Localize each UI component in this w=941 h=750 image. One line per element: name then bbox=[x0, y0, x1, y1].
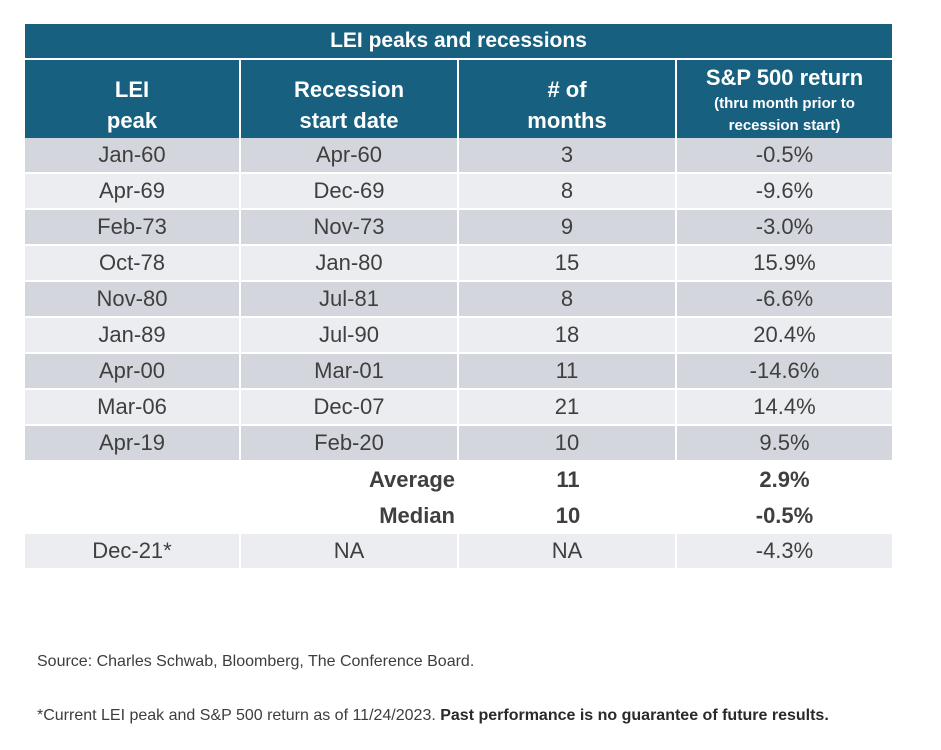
cell-sp500-return: -9.6% bbox=[677, 174, 892, 210]
summary-return: -0.5% bbox=[677, 498, 892, 534]
cell-months: 11 bbox=[459, 354, 677, 390]
column-header-line: peak bbox=[106, 108, 158, 133]
cell-recession-start: Apr-60 bbox=[241, 138, 459, 174]
summary-label: Median bbox=[241, 498, 459, 534]
cell-recession-start: Nov-73 bbox=[241, 210, 459, 246]
cell-lei-peak: Feb-73 bbox=[25, 210, 241, 246]
summary-row-median: Median 10 -0.5% bbox=[25, 498, 892, 534]
cell-recession-start: Jul-90 bbox=[241, 318, 459, 354]
cell-lei-peak: Jan-89 bbox=[25, 318, 241, 354]
current-recession-start: NA bbox=[241, 534, 459, 570]
table-row: Mar-06 Dec-07 21 14.4% bbox=[25, 390, 892, 426]
disclaimer-note: *Current LEI peak and S&P 500 return as … bbox=[37, 707, 829, 725]
column-header-line: Recession bbox=[293, 77, 405, 102]
summary-empty-cell bbox=[25, 498, 241, 534]
current-lei-peak: Dec-21* bbox=[25, 534, 241, 570]
cell-recession-start: Dec-69 bbox=[241, 174, 459, 210]
cell-lei-peak: Apr-19 bbox=[25, 426, 241, 462]
column-header-subline: recession start) bbox=[728, 117, 841, 134]
current-row: Dec-21* NA NA -4.3% bbox=[25, 534, 892, 570]
cell-months: 18 bbox=[459, 318, 677, 354]
current-return: -4.3% bbox=[677, 534, 892, 570]
cell-sp500-return: 15.9% bbox=[677, 246, 892, 282]
summary-return: 2.9% bbox=[677, 462, 892, 498]
table-row: Oct-78 Jan-80 15 15.9% bbox=[25, 246, 892, 282]
summary-row-average: Average 11 2.9% bbox=[25, 462, 892, 498]
cell-sp500-return: 9.5% bbox=[677, 426, 892, 462]
summary-label: Average bbox=[241, 462, 459, 498]
column-header-lei-peak: LEI peak bbox=[25, 60, 241, 138]
cell-lei-peak: Apr-69 bbox=[25, 174, 241, 210]
column-header-line: start date bbox=[299, 108, 399, 133]
cell-months: 10 bbox=[459, 426, 677, 462]
cell-months: 15 bbox=[459, 246, 677, 282]
summary-empty-cell bbox=[25, 462, 241, 498]
cell-sp500-return: -3.0% bbox=[677, 210, 892, 246]
column-header-line: S&P 500 return bbox=[705, 65, 864, 90]
table-row: Feb-73 Nov-73 9 -3.0% bbox=[25, 210, 892, 246]
table-title: LEI peaks and recessions bbox=[25, 24, 892, 60]
cell-months: 9 bbox=[459, 210, 677, 246]
cell-recession-start: Feb-20 bbox=[241, 426, 459, 462]
cell-lei-peak: Nov-80 bbox=[25, 282, 241, 318]
cell-months: 8 bbox=[459, 282, 677, 318]
table-row: Apr-19 Feb-20 10 9.5% bbox=[25, 426, 892, 462]
lei-table: LEI peaks and recessions LEI peak Recess… bbox=[25, 24, 892, 570]
column-header-line: months bbox=[527, 108, 607, 133]
disclaimer-bold-text: Past performance is no guarantee of futu… bbox=[440, 707, 829, 724]
cell-recession-start: Jul-81 bbox=[241, 282, 459, 318]
table-body: Jan-60 Apr-60 3 -0.5% Apr-69 Dec-69 8 -9.6% Feb-… bbox=[25, 138, 892, 462]
cell-sp500-return: 20.4% bbox=[677, 318, 892, 354]
column-header-line: # of bbox=[547, 77, 587, 102]
table-row: Nov-80 Jul-81 8 -6.6% bbox=[25, 282, 892, 318]
cell-lei-peak: Jan-60 bbox=[25, 138, 241, 174]
disclaimer-text: *Current LEI peak and S&P 500 return as … bbox=[37, 707, 441, 724]
cell-recession-start: Jan-80 bbox=[241, 246, 459, 282]
cell-months: 21 bbox=[459, 390, 677, 426]
cell-sp500-return: -6.6% bbox=[677, 282, 892, 318]
column-header-subline: (thru month prior to bbox=[714, 95, 855, 112]
summary-months: 10 bbox=[459, 498, 677, 534]
cell-sp500-return: -0.5% bbox=[677, 138, 892, 174]
cell-recession-start: Dec-07 bbox=[241, 390, 459, 426]
column-header-line: LEI bbox=[114, 77, 150, 102]
current-months: NA bbox=[459, 534, 677, 570]
cell-sp500-return: 14.4% bbox=[677, 390, 892, 426]
column-header-months: # of months bbox=[459, 60, 677, 138]
summary-months: 11 bbox=[459, 462, 677, 498]
source-note: Source: Charles Schwab, Bloomberg, The C… bbox=[37, 653, 475, 670]
table-row: Jan-89 Jul-90 18 20.4% bbox=[25, 318, 892, 354]
table-row: Apr-00 Mar-01 11 -14.6% bbox=[25, 354, 892, 390]
table-row: Jan-60 Apr-60 3 -0.5% bbox=[25, 138, 892, 174]
cell-sp500-return: -14.6% bbox=[677, 354, 892, 390]
cell-months: 8 bbox=[459, 174, 677, 210]
column-header-recession-start: Recession start date bbox=[241, 60, 459, 138]
table-row: Apr-69 Dec-69 8 -9.6% bbox=[25, 174, 892, 210]
cell-months: 3 bbox=[459, 138, 677, 174]
cell-lei-peak: Mar-06 bbox=[25, 390, 241, 426]
cell-recession-start: Mar-01 bbox=[241, 354, 459, 390]
cell-lei-peak: Oct-78 bbox=[25, 246, 241, 282]
cell-lei-peak: Apr-00 bbox=[25, 354, 241, 390]
table-header-row: LEI peak Recession start date # of month… bbox=[25, 60, 892, 138]
column-header-sp500-return: S&P 500 return (thru month prior to rece… bbox=[677, 60, 892, 138]
